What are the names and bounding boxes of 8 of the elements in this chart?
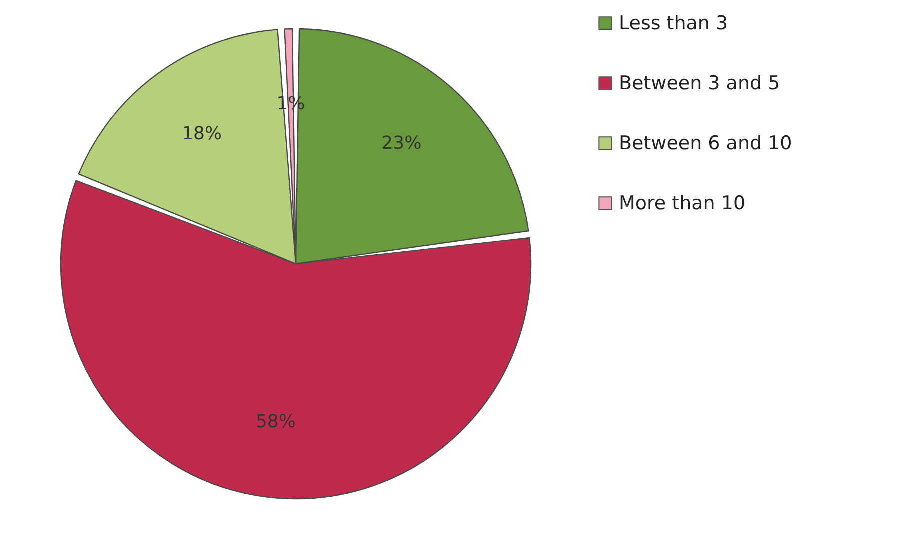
legend-label: Less than 3 — [619, 12, 728, 34]
legend-label: More than 10 — [619, 192, 746, 214]
legend-label: Between 6 and 10 — [619, 132, 792, 154]
legend-label: Between 3 and 5 — [619, 72, 780, 94]
data-label: 23% — [382, 133, 422, 154]
data-label: 18% — [182, 124, 222, 145]
data-label: 1% — [276, 93, 306, 114]
data-label: 58% — [256, 412, 296, 433]
